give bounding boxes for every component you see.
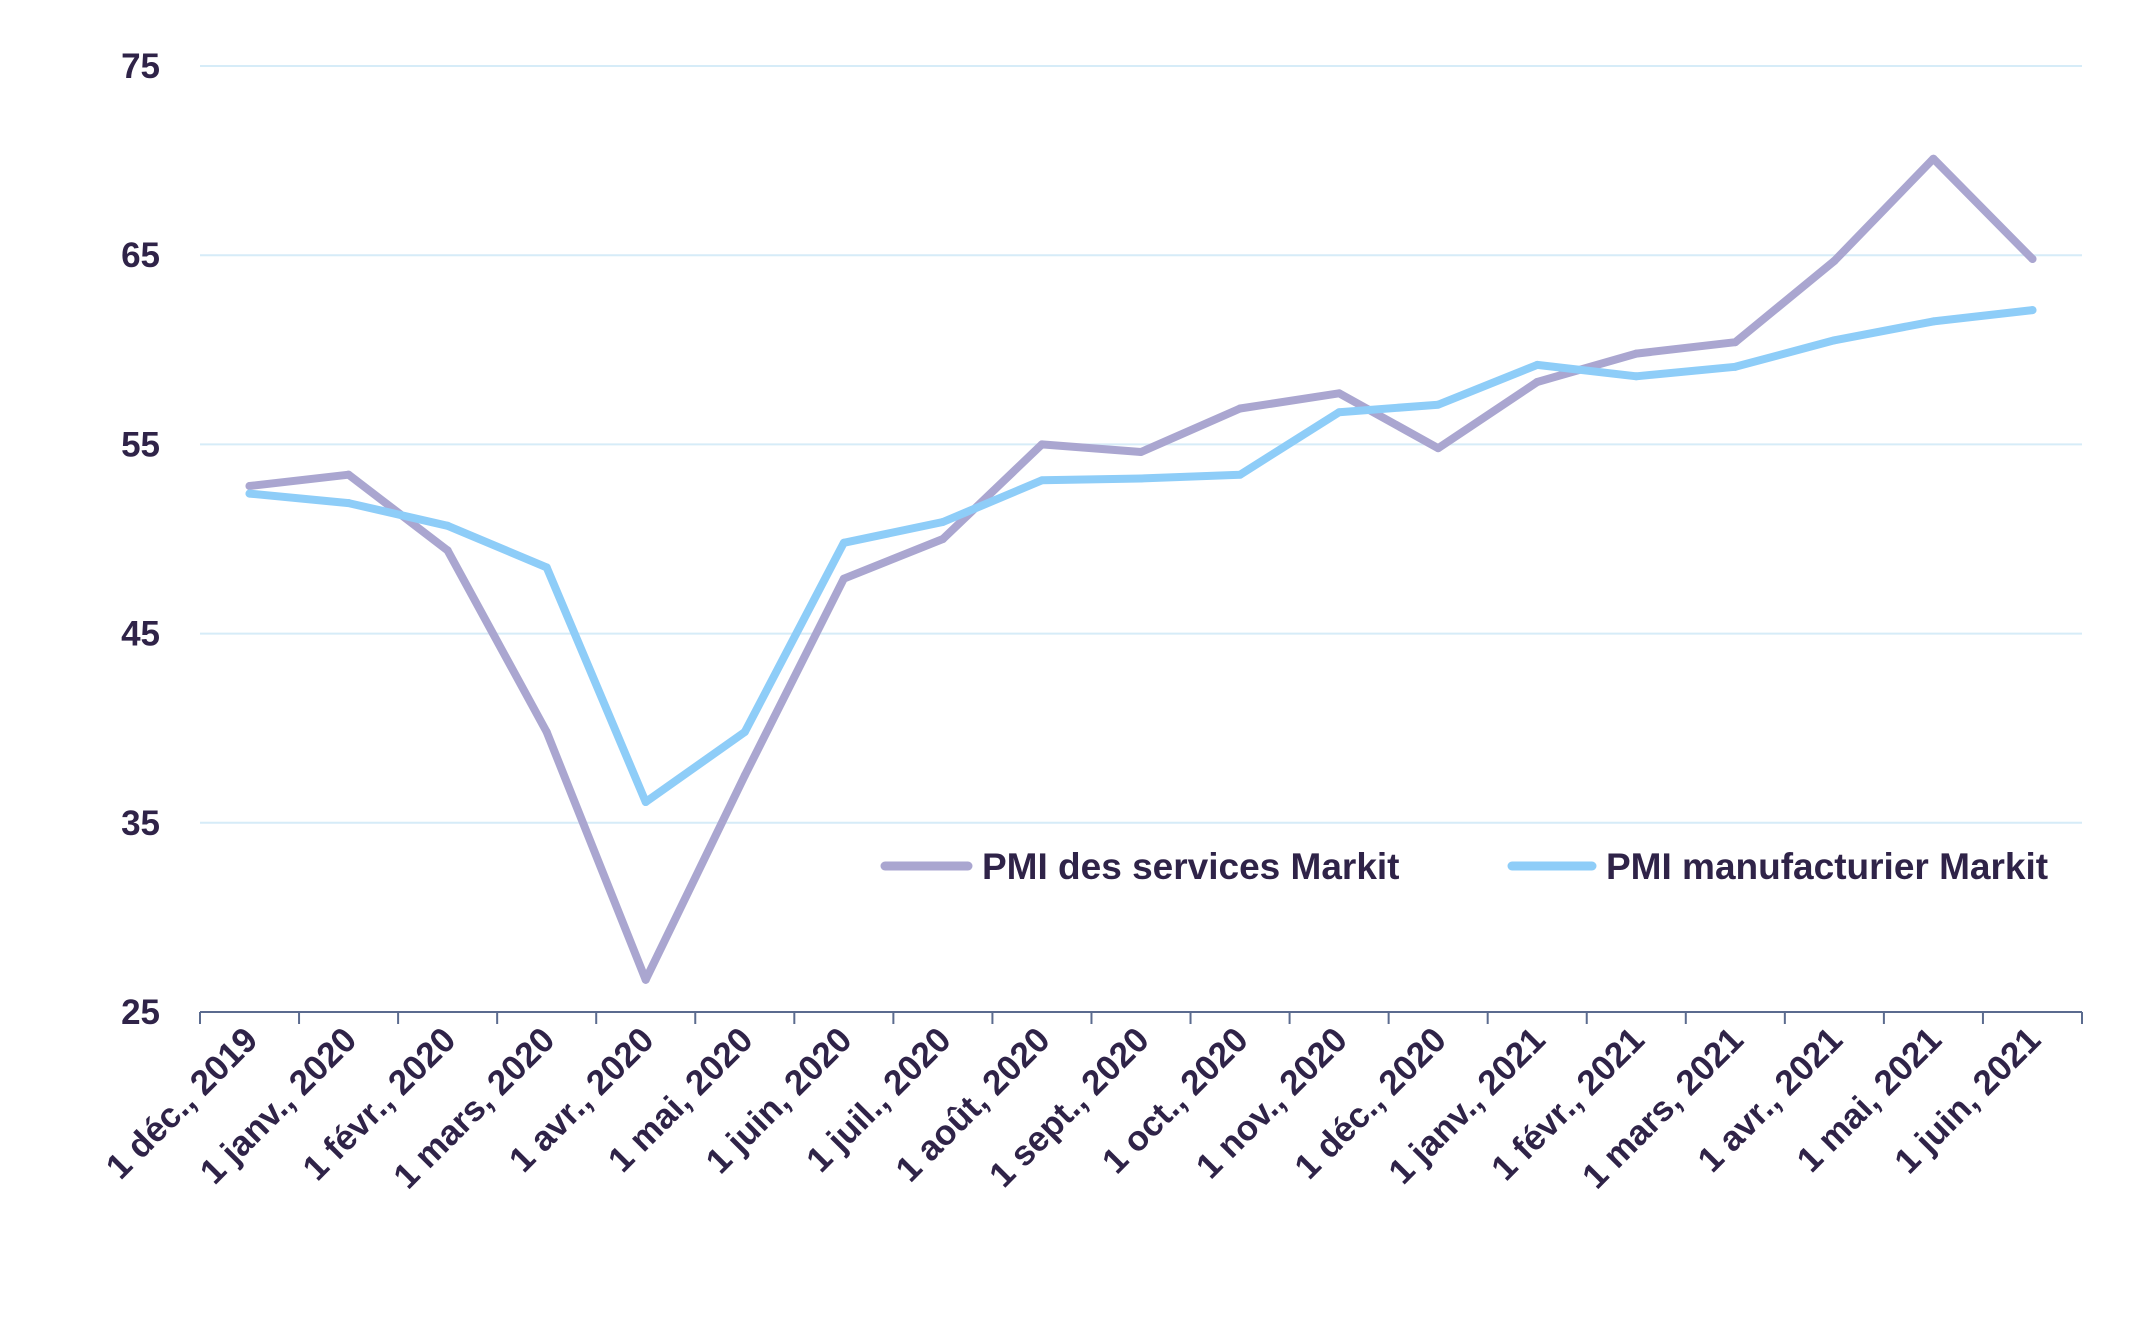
y-tick-label: 75 [121, 47, 160, 86]
y-tick-label: 25 [121, 993, 160, 1032]
data-point [1137, 447, 1145, 456]
data-point [1236, 470, 1245, 479]
data-point [839, 538, 848, 547]
axes [199, 1011, 2083, 1024]
data-point [1434, 444, 1443, 453]
data-point [641, 975, 650, 984]
y-tick-label: 65 [121, 236, 160, 275]
data-point [1929, 154, 1938, 163]
data-point [1929, 317, 1938, 326]
y-tick-label: 45 [121, 615, 160, 654]
data-point [1037, 476, 1046, 485]
data-point [443, 546, 452, 555]
data-point [2028, 306, 2037, 315]
data-point [740, 727, 749, 736]
data-point [1632, 349, 1641, 358]
data-point [1533, 360, 1542, 369]
legend-background [830, 830, 2090, 902]
data-point [1236, 404, 1245, 413]
data-point [641, 797, 650, 806]
y-tick-label: 35 [121, 804, 160, 843]
data-point [740, 771, 749, 780]
y-tick-label: 55 [121, 425, 160, 464]
data-point [1632, 372, 1641, 381]
data-point [542, 727, 551, 736]
series-line-1 [245, 306, 2037, 806]
data-point [2028, 254, 2037, 263]
data-point [1533, 377, 1542, 386]
data-point [344, 470, 353, 479]
data-point [1434, 400, 1443, 409]
data-point [542, 563, 551, 572]
data-point [1037, 440, 1046, 449]
data-point [443, 521, 452, 530]
gridlines [200, 65, 2082, 824]
data-point [938, 517, 947, 526]
legend: PMI des services Markit PMI manufacturie… [830, 830, 2090, 902]
data-point [1731, 338, 1740, 347]
data-point [938, 535, 947, 543]
data-point [1137, 474, 1145, 483]
legend-label-services: PMI des services Markit [982, 846, 1400, 887]
data-point [1335, 408, 1344, 417]
data-point [1830, 256, 1839, 265]
data-point [1335, 389, 1344, 398]
series-lines [245, 154, 2037, 984]
data-point [1731, 362, 1740, 371]
legend-label-manufacturing: PMI manufacturier Markit [1606, 846, 2048, 887]
data-point [245, 482, 254, 491]
data-point [1830, 336, 1839, 345]
data-point [344, 499, 353, 508]
data-point [839, 574, 848, 583]
y-axis-tick-labels: 25 35 45 55 65 75 [121, 47, 160, 1032]
data-point [245, 489, 254, 498]
